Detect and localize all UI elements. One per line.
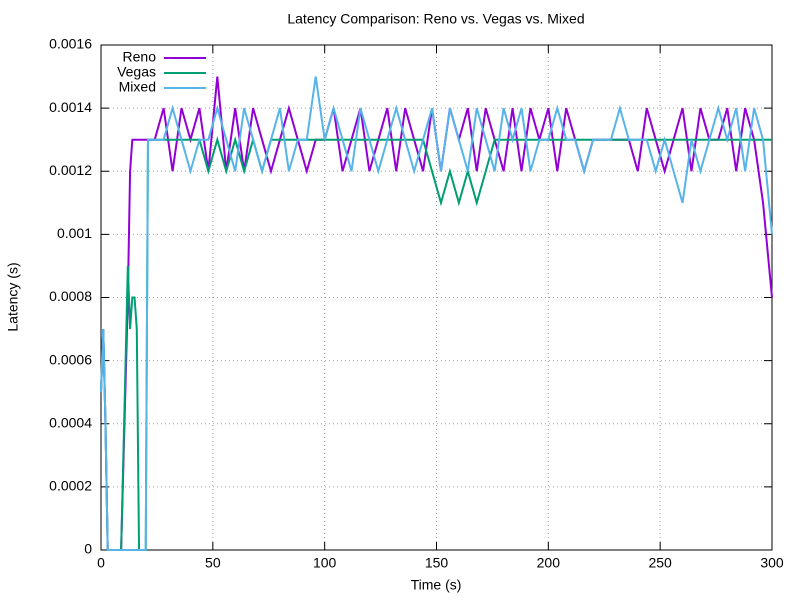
x-tick-label: 100 bbox=[313, 555, 337, 571]
y-tick-label: 0.0002 bbox=[49, 478, 92, 494]
y-tick-label: 0.0006 bbox=[49, 351, 92, 367]
legend-label: Vegas bbox=[117, 64, 156, 80]
x-tick-label: 250 bbox=[648, 555, 672, 571]
y-tick-label: 0.0014 bbox=[49, 99, 92, 115]
x-tick-label: 0 bbox=[97, 555, 105, 571]
x-tick-label: 50 bbox=[205, 555, 221, 571]
x-axis-label: Time (s) bbox=[411, 577, 462, 593]
series-line bbox=[100, 76, 773, 551]
y-tick-label: 0.0004 bbox=[49, 414, 92, 430]
legend-label: Mixed bbox=[119, 79, 156, 95]
x-tick-label: 150 bbox=[425, 555, 449, 571]
x-tick-label: 300 bbox=[760, 555, 784, 571]
series-line bbox=[100, 76, 773, 551]
y-tick-label: 0 bbox=[84, 541, 92, 557]
y-tick-label: 0.0012 bbox=[49, 162, 92, 178]
y-tick-label: 0.001 bbox=[57, 225, 92, 241]
y-axis-label: Latency (s) bbox=[5, 262, 21, 331]
y-tick-label: 0.0008 bbox=[49, 288, 92, 304]
legend-label: Reno bbox=[123, 49, 157, 65]
y-tick-label: 0.0016 bbox=[49, 36, 92, 52]
x-tick-label: 200 bbox=[537, 555, 561, 571]
chart-title: Latency Comparison: Reno vs. Vegas vs. M… bbox=[287, 11, 584, 27]
